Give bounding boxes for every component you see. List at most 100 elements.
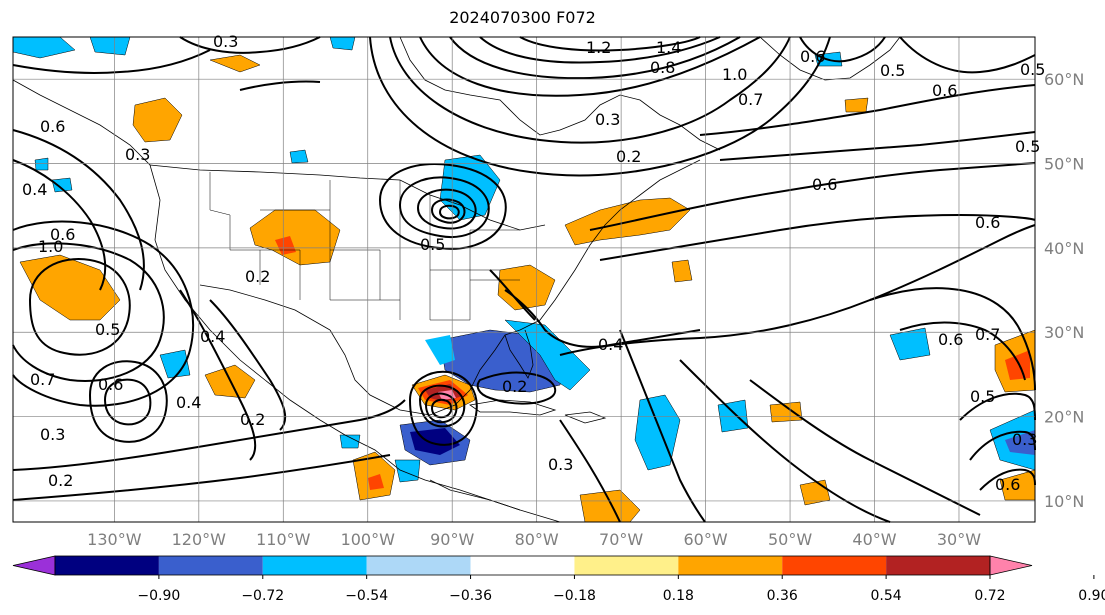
contour-line bbox=[179, 36, 321, 54]
contour-label: 0.5 bbox=[880, 61, 905, 80]
state-lines bbox=[209, 172, 520, 321]
shade-orange bbox=[209, 54, 261, 73]
longitude-tick-label: 50°W bbox=[768, 530, 812, 549]
contour-line bbox=[398, 176, 490, 238]
hispaniola bbox=[564, 411, 607, 424]
latitude-tick-label: 10°N bbox=[1044, 492, 1084, 511]
contour-line bbox=[12, 49, 211, 74]
shade-orange bbox=[132, 97, 183, 143]
longitude-tick-label: 80°W bbox=[515, 530, 559, 549]
contour-line bbox=[599, 213, 1036, 261]
contour-line bbox=[799, 36, 886, 63]
shade-blue bbox=[12, 36, 76, 59]
contour-line bbox=[438, 204, 460, 220]
contour-label: 1.2 bbox=[586, 38, 611, 57]
contour-line bbox=[408, 370, 478, 446]
shade-blue bbox=[159, 349, 191, 379]
contour-label: 0.4 bbox=[200, 327, 225, 346]
contour-line bbox=[869, 287, 1036, 391]
contour-label: 0.8 bbox=[650, 58, 675, 77]
shade-orange bbox=[769, 401, 803, 423]
contour-line bbox=[419, 36, 761, 97]
contour-line bbox=[749, 379, 981, 516]
contour-line bbox=[430, 198, 466, 224]
contour-line bbox=[389, 36, 791, 144]
contour-label: 0.2 bbox=[245, 267, 270, 286]
longitude-tick-label: 40°W bbox=[852, 530, 896, 549]
contour-line bbox=[489, 269, 536, 321]
contour-label: 1.4 bbox=[656, 38, 681, 57]
contour-line bbox=[719, 131, 1036, 161]
longitude-tick-label: 70°W bbox=[599, 530, 643, 549]
contour-line bbox=[28, 258, 131, 356]
contour-line bbox=[12, 159, 107, 291]
contour-line bbox=[12, 220, 194, 407]
contour-lines bbox=[12, 36, 1036, 523]
longitude-tick-label: 110°W bbox=[256, 530, 311, 549]
contour-label: 0.4 bbox=[598, 335, 623, 354]
contour-line bbox=[899, 321, 1026, 381]
contour-label: 0.5 bbox=[1015, 137, 1040, 156]
contour-label: 0.7 bbox=[975, 325, 1000, 344]
contour-label: 0.3 bbox=[125, 145, 150, 164]
shade-blue bbox=[717, 399, 749, 433]
contour-label: 0.2 bbox=[502, 377, 527, 396]
contour-line bbox=[519, 36, 701, 52]
contour-line bbox=[899, 36, 1036, 74]
contour-label: 0.3 bbox=[1012, 430, 1037, 449]
shade-blue bbox=[425, 335, 455, 365]
contour-label: 1.0 bbox=[38, 237, 63, 256]
shade-orange bbox=[19, 254, 121, 321]
longitude-tick-label: 130°W bbox=[87, 530, 142, 549]
latitude-tick-label: 20°N bbox=[1044, 408, 1084, 427]
contour-line bbox=[559, 224, 1036, 356]
latitude-tick-label: 50°N bbox=[1044, 155, 1084, 174]
latitude-tick-label: 40°N bbox=[1044, 239, 1084, 258]
contour-label: 0.7 bbox=[30, 370, 55, 389]
contour-label: 0.6 bbox=[975, 213, 1000, 232]
contour-label: 0.6 bbox=[40, 117, 65, 136]
contour-label: 0.6 bbox=[800, 47, 825, 66]
latitude-labels: 10°N 20°N 30°N 40°N 50°N 60°N bbox=[1044, 70, 1084, 511]
shade-blue bbox=[51, 177, 73, 193]
map-title: 2024070300 F072 bbox=[449, 8, 596, 27]
shade-red bbox=[368, 474, 384, 490]
contour-line bbox=[239, 80, 321, 91]
contour-label: 0.6 bbox=[812, 175, 837, 194]
shade-blue bbox=[34, 157, 49, 171]
contour-label: 0.6 bbox=[995, 475, 1020, 494]
contour-label: 1.0 bbox=[722, 65, 747, 84]
contour-labels: 0.3 1.2 1.4 0.6 0.5 0.8 1.0 0.7 0.6 0.3 … bbox=[22, 32, 1045, 494]
contour-line bbox=[476, 371, 557, 405]
shade-blue bbox=[339, 434, 361, 449]
cuba bbox=[468, 399, 557, 416]
contour-line bbox=[479, 36, 721, 64]
contour-label: 0.6 bbox=[50, 225, 75, 244]
contour-line bbox=[378, 163, 507, 250]
contour-label: 0.7 bbox=[738, 90, 763, 109]
shade-orange bbox=[844, 97, 869, 113]
map-frame bbox=[12, 36, 1036, 523]
longitude-tick-label: 60°W bbox=[684, 530, 728, 549]
shade-orange bbox=[579, 489, 641, 523]
contour-line bbox=[369, 36, 831, 177]
map-gridlines bbox=[13, 37, 1035, 522]
contour-line bbox=[209, 299, 287, 431]
contour-label: 0.3 bbox=[40, 425, 65, 444]
contour-label: 0.5 bbox=[420, 235, 445, 254]
contour-label: 0.4 bbox=[176, 393, 201, 412]
contour-line bbox=[179, 289, 257, 461]
contour-line bbox=[88, 360, 168, 443]
contour-label: 0.5 bbox=[95, 320, 120, 339]
contour-line bbox=[12, 242, 165, 382]
central-america bbox=[429, 479, 521, 511]
contour-line bbox=[416, 188, 477, 230]
shade-darkblue bbox=[1005, 430, 1035, 455]
contour-line bbox=[679, 359, 891, 523]
contour-label: 0.2 bbox=[48, 471, 73, 490]
contour-line bbox=[699, 84, 1036, 136]
contour-line bbox=[418, 384, 466, 428]
contour-line bbox=[559, 419, 621, 523]
contour-label: 0.6 bbox=[932, 81, 957, 100]
